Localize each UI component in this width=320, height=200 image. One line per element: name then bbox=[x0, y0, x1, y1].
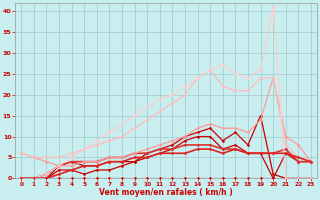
X-axis label: Vent moyen/en rafales ( km/h ): Vent moyen/en rafales ( km/h ) bbox=[99, 188, 233, 197]
